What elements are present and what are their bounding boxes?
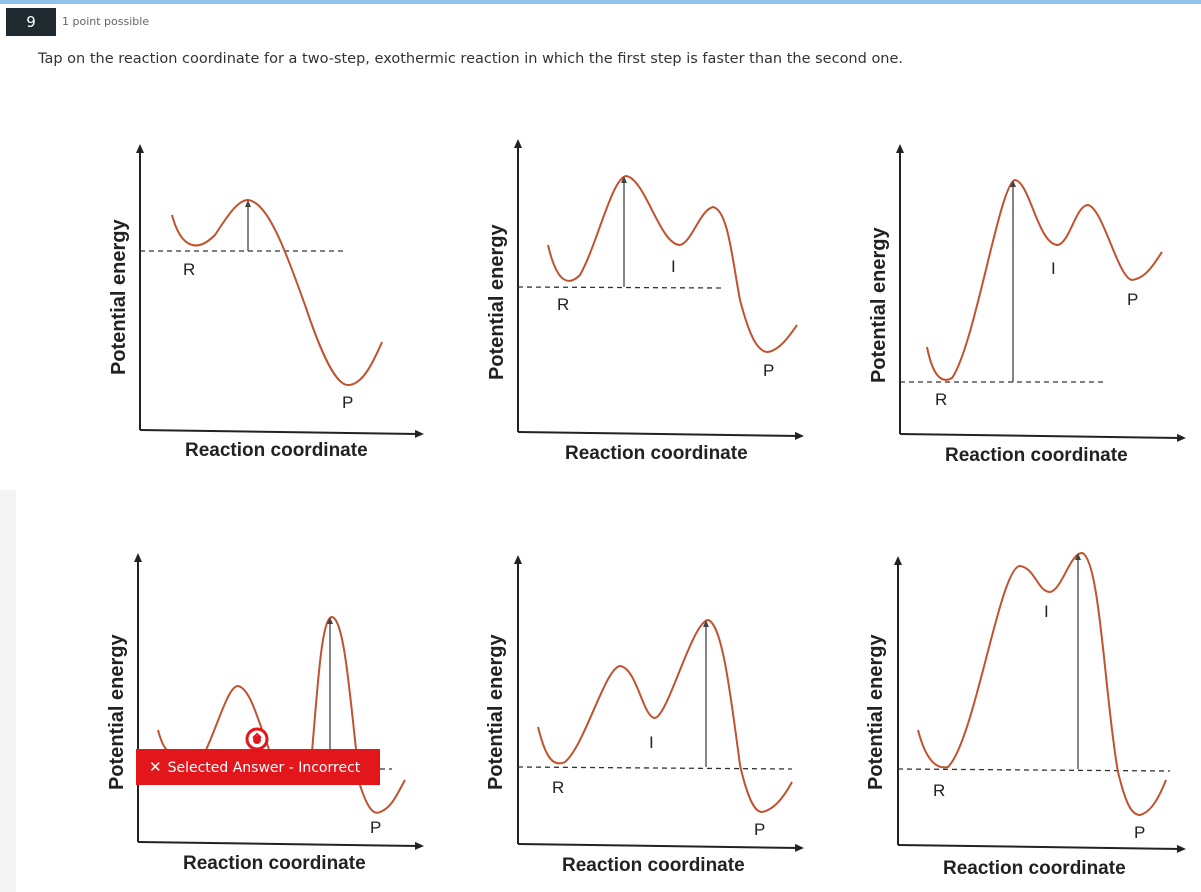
graph-6-label-p: P [1134, 823, 1145, 842]
graph-2-label-r: R [557, 295, 569, 314]
graph-4-x-axis-label: Reaction coordinate [183, 853, 366, 874]
graph-2-x-axis-label: Reaction coordinate [565, 443, 748, 464]
graph-3-label-i: I [1051, 259, 1056, 278]
graph-1-label-r: R [183, 260, 195, 279]
top-border [0, 0, 1201, 4]
points-possible: 1 point possible [62, 15, 150, 28]
graph-3-x-axis-label: Reaction coordinate [945, 445, 1128, 466]
graph-4-label-p: P [370, 818, 381, 837]
graph-option-5[interactable]: R I P Potential energy Reaction coordina… [485, 555, 804, 876]
graph-2-y-axis-label: Potential energy [486, 224, 508, 380]
graph-option-3[interactable]: R I P Potential energy Reaction coordina… [868, 144, 1186, 466]
graph-option-6[interactable]: R I P Potential energy Reaction coordina… [865, 551, 1186, 879]
graph-5-label-p: P [754, 820, 765, 839]
graph-5-label-i: I [649, 733, 654, 752]
graph-2-label-i: I [671, 257, 676, 276]
graph-6-y-axis-label: Potential energy [865, 634, 887, 790]
graph-3-label-r: R [935, 390, 947, 409]
graph-option-2[interactable]: R I P Potential energy Reaction coordina… [486, 139, 804, 464]
graph-5-y-axis-label: Potential energy [485, 634, 507, 790]
graph-1-y-axis-label: Potential energy [108, 219, 130, 375]
graph-option-1[interactable]: R P Potential energy Reaction coordinate [108, 144, 424, 461]
graph-5-label-r: R [552, 778, 564, 797]
graph-1-x-axis-label: Reaction coordinate [185, 440, 368, 461]
question-number: 9 [6, 8, 56, 36]
graph-3-y-axis-label: Potential energy [868, 227, 890, 383]
graph-5-x-axis-label: Reaction coordinate [562, 855, 745, 876]
feedback-text: Selected Answer - Incorrect [167, 760, 361, 776]
close-x-icon: ✕ [149, 758, 162, 776]
graph-3-label-p: P [1127, 290, 1138, 309]
graph-1-label-p: P [342, 393, 353, 412]
graph-2-label-p: P [763, 361, 774, 380]
graph-4-y-axis-label: Potential energy [106, 634, 128, 790]
graph-6-label-i: I [1044, 602, 1049, 621]
graph-6-x-axis-label: Reaction coordinate [943, 858, 1126, 879]
feedback-badge: ✕ Selected Answer - Incorrect [136, 749, 380, 785]
graph-option-4[interactable]: P Potential energy Reaction coordinate [106, 553, 424, 874]
graph-6-label-r: R [933, 781, 945, 800]
left-margin-shade [0, 490, 16, 892]
question-prompt: Tap on the reaction coordinate for a two… [38, 51, 904, 67]
